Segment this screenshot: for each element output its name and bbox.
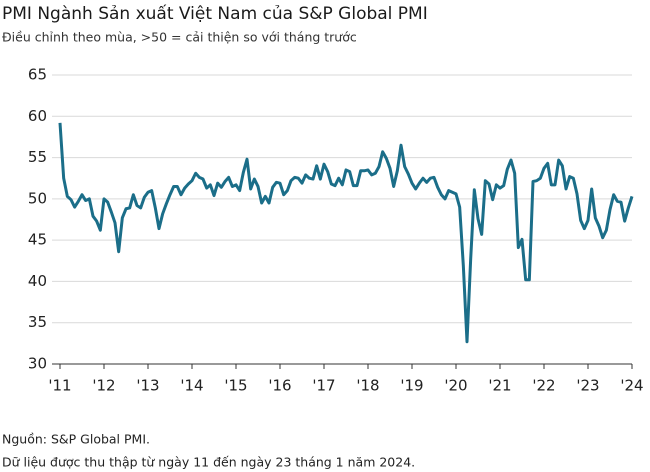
source: Nguồn: S&P Global PMI. (2, 432, 150, 447)
y-tick-label: 40 (28, 272, 47, 290)
y-tick-label: 60 (28, 107, 47, 125)
x-tick-label: '21 (488, 377, 511, 395)
x-tick-label: '22 (532, 377, 555, 395)
x-tick-label: '24 (620, 377, 643, 395)
x-tick-label: '13 (136, 377, 159, 395)
x-tick-label: '18 (356, 377, 379, 395)
y-tick-label: 50 (28, 189, 47, 207)
x-tick-label: '23 (576, 377, 599, 395)
chart-subtitle: Điều chỉnh theo mùa, >50 = cải thiện so … (2, 30, 357, 45)
data-line (58, 122, 634, 344)
x-tick-label: '20 (444, 377, 467, 395)
chart-title: PMI Ngành Sản xuất Việt Nam của S&P Glob… (2, 3, 428, 24)
y-tick-label: 55 (28, 148, 47, 166)
x-tick-label: '15 (224, 377, 247, 395)
y-tick-label: 35 (28, 313, 47, 331)
note: Dữ liệu được thu thập từ ngày 11 đến ngà… (2, 455, 415, 470)
x-tick-label: '14 (180, 377, 203, 395)
y-tick-label: 30 (28, 355, 47, 373)
x-tick-label: '17 (312, 377, 335, 395)
y-tick-label: 45 (28, 231, 47, 249)
y-tick-label: 65 (28, 66, 47, 84)
x-tick-label: '16 (268, 377, 291, 395)
x-tick-label: '11 (48, 377, 71, 395)
x-tick-label: '19 (400, 377, 423, 395)
x-tick-label: '12 (92, 377, 115, 395)
